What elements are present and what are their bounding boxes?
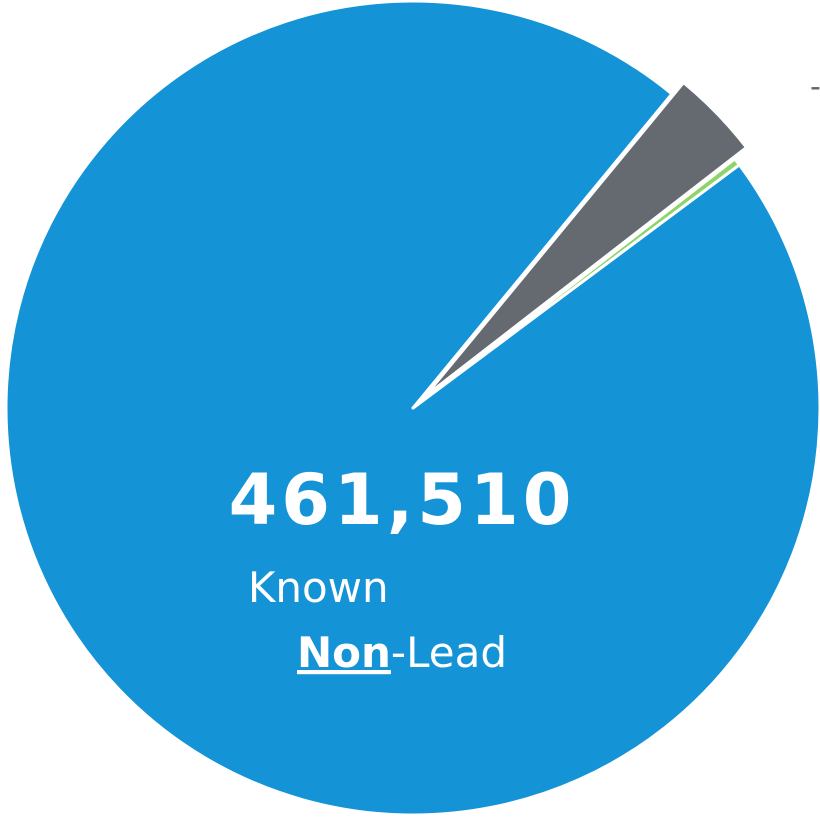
- annotation: -: [810, 70, 820, 105]
- slice: [411, 157, 741, 410]
- category-label: Known Non-Lead: [248, 563, 507, 677]
- pie: [4, 0, 820, 817]
- slice: [423, 81, 748, 399]
- value-label: 461,510: [229, 459, 576, 541]
